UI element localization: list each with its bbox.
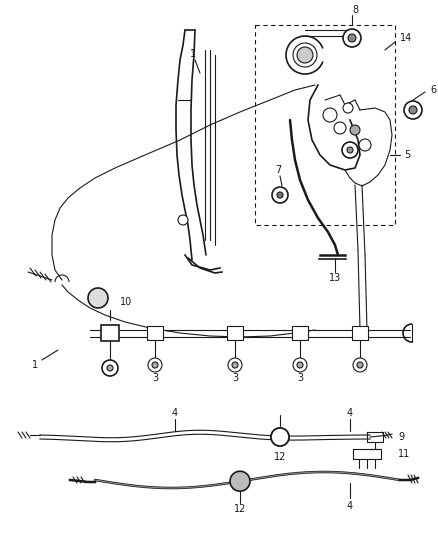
Bar [292,326,308,340]
Text: 7: 7 [275,165,281,175]
Circle shape [88,288,108,308]
Bar [352,326,368,340]
Text: 4: 4 [347,408,353,418]
Circle shape [148,358,162,372]
Circle shape [102,360,118,376]
Text: 6: 6 [430,85,436,95]
Circle shape [359,139,371,151]
Text: 13: 13 [329,273,341,283]
Circle shape [347,147,353,153]
Circle shape [228,358,242,372]
Text: 1: 1 [190,49,196,59]
Text: 10: 10 [120,297,132,307]
Circle shape [334,122,346,134]
Circle shape [178,215,188,225]
Text: 3: 3 [232,373,238,383]
Circle shape [297,362,303,368]
Circle shape [343,29,361,47]
Text: 14: 14 [400,33,412,43]
Circle shape [271,428,289,446]
Circle shape [232,362,238,368]
Circle shape [348,34,356,42]
Bar [147,326,163,340]
Circle shape [350,125,360,135]
Text: 8: 8 [352,5,358,15]
Circle shape [272,187,288,203]
Circle shape [357,362,363,368]
Text: 4: 4 [172,408,178,418]
Circle shape [323,108,337,122]
Bar [227,326,243,340]
Circle shape [409,106,417,114]
Circle shape [342,142,358,158]
Circle shape [297,47,313,63]
Circle shape [343,103,353,113]
Circle shape [230,471,250,491]
Bar [101,325,119,341]
Text: 3: 3 [152,373,158,383]
Circle shape [293,358,307,372]
Circle shape [404,101,422,119]
Text: 3: 3 [297,373,303,383]
Circle shape [353,358,367,372]
Text: 12: 12 [274,452,286,462]
Text: 12: 12 [234,504,246,514]
Text: 1: 1 [32,360,38,370]
Circle shape [277,192,283,198]
Circle shape [152,362,158,368]
Text: 9: 9 [398,432,404,442]
Circle shape [271,428,289,446]
Text: 11: 11 [398,449,410,459]
Text: 4: 4 [347,501,353,511]
Text: 5: 5 [404,150,410,160]
Circle shape [107,365,113,371]
